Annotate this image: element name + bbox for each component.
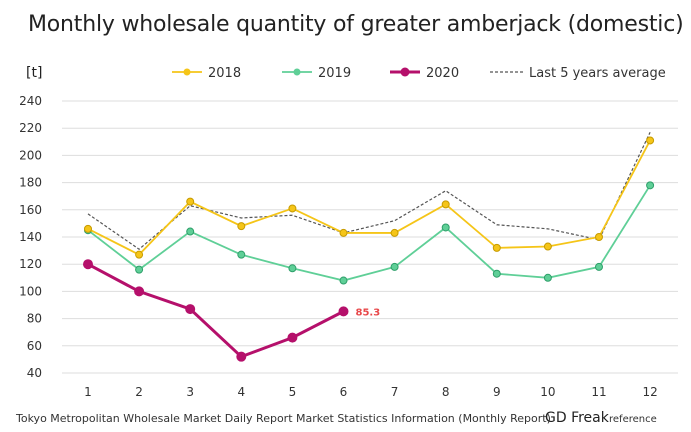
- series-line: [87, 262, 345, 359]
- x-tick-label: 4: [237, 385, 245, 399]
- data-point: [186, 227, 195, 236]
- legend-item: 2019: [282, 66, 351, 81]
- data-label: 85.3: [356, 307, 381, 318]
- data-point: [338, 306, 349, 317]
- x-tick-label: 10: [540, 385, 555, 399]
- data-point: [441, 223, 450, 232]
- series-line: [87, 184, 651, 282]
- data-point: [186, 197, 195, 206]
- x-tick-label: 9: [493, 385, 501, 399]
- y-tick-label: 220: [19, 121, 42, 135]
- data-point: [135, 265, 144, 274]
- data-point: [646, 181, 655, 190]
- y-tick-label: 120: [19, 257, 42, 271]
- y-tick-label: 200: [19, 148, 42, 162]
- brand-label: GD Freak: [545, 410, 609, 426]
- data-point: [339, 276, 348, 285]
- data-point: [492, 243, 501, 252]
- series-2019: [84, 181, 655, 285]
- y-axis-unit-label: [t]: [26, 65, 42, 81]
- legend-label: 2020: [426, 66, 459, 81]
- data-point: [390, 228, 399, 237]
- x-tick-label: 12: [642, 385, 657, 399]
- y-tick-label: 160: [19, 203, 42, 217]
- y-tick-label: 80: [27, 312, 42, 326]
- series-line: [87, 140, 651, 256]
- annotations: 85.3: [356, 307, 381, 318]
- x-tick-label: 7: [391, 385, 399, 399]
- data-point: [134, 286, 145, 297]
- y-tick-label: 180: [19, 176, 42, 190]
- legend-marker: [400, 67, 410, 77]
- series-last-5-years-average: [87, 132, 651, 250]
- series-2018: [84, 136, 655, 259]
- x-tick-label: 3: [186, 385, 194, 399]
- y-tick-label: 40: [27, 366, 42, 380]
- data-point: [236, 351, 247, 362]
- series-line: [87, 132, 651, 250]
- data-point: [492, 269, 501, 278]
- data-point: [543, 242, 552, 251]
- data-point: [287, 332, 298, 343]
- legend-marker: [183, 68, 191, 76]
- legend-label: 2018: [208, 66, 241, 81]
- legend-label: Last 5 years average: [529, 66, 666, 81]
- legend: 2018 2019 2020 Last 5 years average: [172, 66, 666, 81]
- legend-item: 2020: [390, 66, 459, 81]
- data-point: [83, 259, 93, 270]
- x-tick-label: 1: [84, 385, 92, 399]
- data-point: [595, 233, 603, 241]
- data-point: [237, 250, 246, 259]
- y-tick-label: 140: [19, 230, 42, 244]
- x-tick-label: 6: [340, 385, 348, 399]
- y-tick-label: 100: [19, 284, 42, 298]
- data-point: [288, 204, 297, 213]
- data-point: [288, 264, 297, 273]
- source-note: Tokyo Metropolitan Wholesale Market Dail…: [16, 412, 551, 425]
- series-group: [83, 132, 655, 362]
- series-2020: [83, 259, 349, 362]
- data-point: [237, 222, 246, 231]
- x-tick-label: 2: [135, 385, 143, 399]
- x-tick-label: 11: [591, 385, 606, 399]
- data-point: [543, 273, 552, 282]
- data-point: [135, 250, 144, 259]
- x-tick-label: 5: [289, 385, 297, 399]
- legend-item: 2018: [172, 66, 241, 81]
- x-axis-ticks: 1 2 3 4 5 6 7 8 9 10 11 12: [84, 385, 658, 399]
- data-point: [84, 224, 92, 233]
- data-point: [339, 228, 348, 237]
- chart-title: Monthly wholesale quantity of greater am…: [28, 12, 684, 37]
- data-point: [390, 262, 399, 271]
- brand-note: reference: [609, 414, 657, 425]
- legend-item: Last 5 years average: [490, 66, 666, 81]
- y-axis-ticks: 40 60 80 100 120 140 160 180 200 220 240: [19, 94, 42, 380]
- legend-label: 2019: [318, 66, 351, 81]
- data-point: [185, 304, 196, 315]
- y-tick-label: 60: [27, 339, 42, 353]
- grid-lines: [62, 100, 678, 374]
- data-point: [595, 262, 603, 271]
- data-point: [441, 200, 450, 209]
- x-tick-label: 8: [442, 385, 450, 399]
- legend-marker: [293, 68, 301, 76]
- y-tick-label: 240: [19, 94, 42, 108]
- data-point: [646, 136, 655, 145]
